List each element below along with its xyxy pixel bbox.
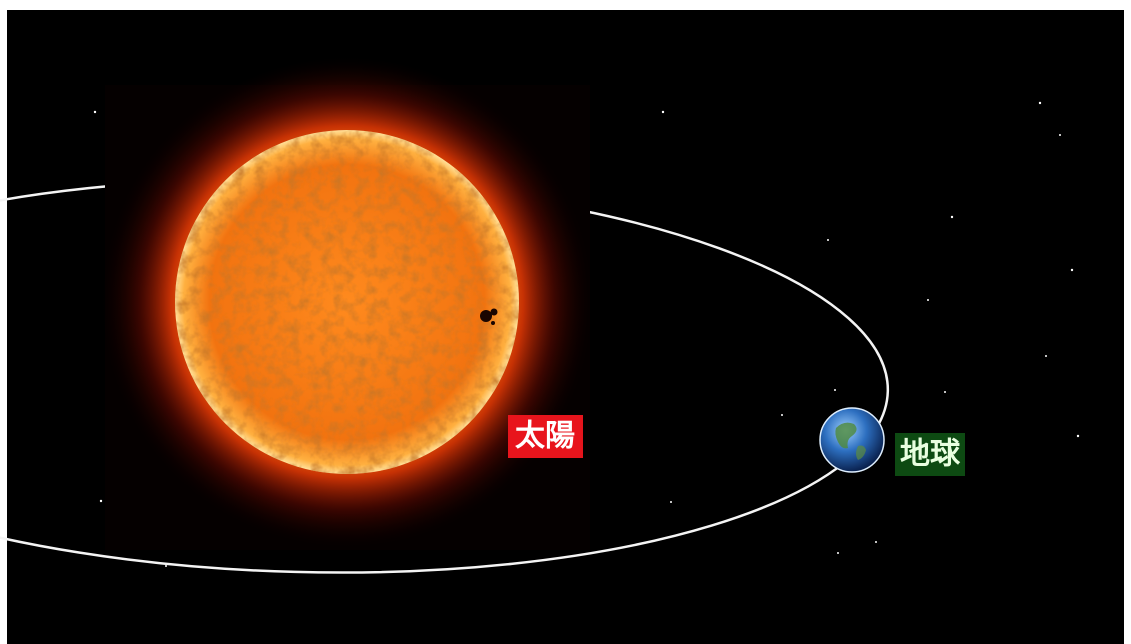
earth-label: 地球: [895, 433, 965, 476]
earth-label-text: 地球: [900, 437, 961, 472]
sun: [102, 57, 592, 550]
earth: [819, 407, 885, 473]
sun-label: 太陽: [508, 415, 583, 458]
stars: [93, 101, 1080, 567]
sun-label-text: 太陽: [515, 419, 575, 454]
